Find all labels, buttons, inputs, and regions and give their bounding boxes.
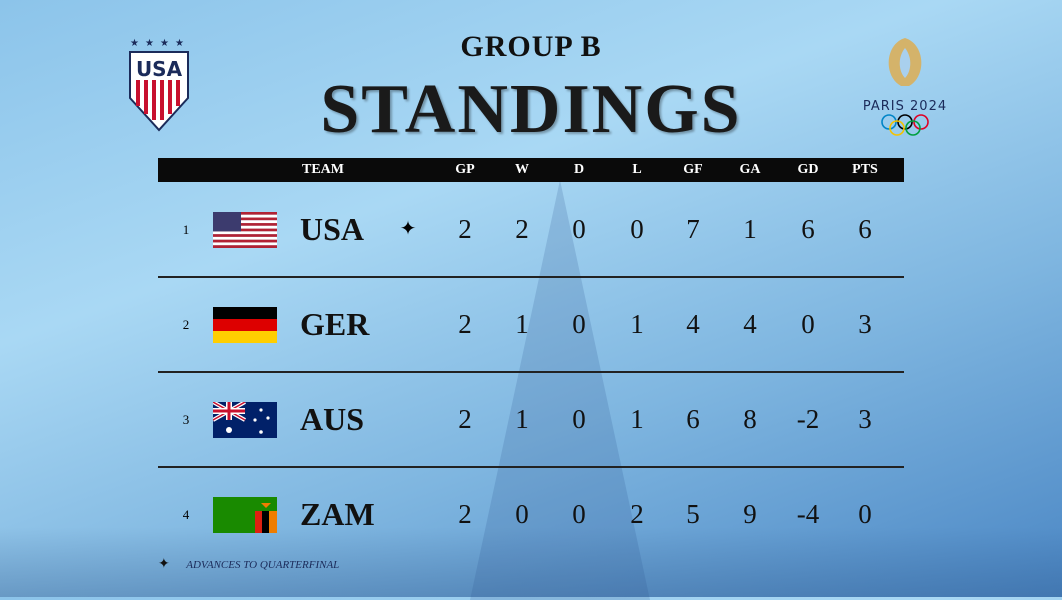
col-d: D [573, 162, 585, 177]
col-gf: GF [683, 162, 703, 177]
team-name: AUS [300, 401, 365, 437]
col-gd: GD [797, 162, 819, 177]
advances-star-icon: ✦ [399, 218, 417, 240]
cell-gd: -4 [796, 499, 820, 529]
cell-l: 1 [630, 309, 644, 339]
cell-gp: 2 [458, 214, 472, 244]
cell-pts: 0 [858, 499, 872, 529]
cell-w: 1 [515, 309, 529, 339]
svg-text:★: ★ [145, 38, 154, 49]
cell-d: 0 [572, 309, 586, 339]
cell-w: 0 [515, 499, 529, 529]
cell-l: 2 [630, 499, 644, 529]
team-name: USA [300, 211, 365, 247]
cell-d: 0 [572, 404, 586, 434]
cell-w: 1 [515, 404, 529, 434]
table-row: 1 USA ✦ 2 2 0 0 7 1 6 6 [158, 182, 904, 277]
team-name: ZAM [300, 496, 375, 532]
cell-gf: 4 [686, 309, 700, 339]
table-row: 4 ZAM 2 0 0 2 5 9 -4 0 [158, 467, 904, 562]
rank: 3 [182, 412, 190, 427]
cell-gd: 6 [801, 214, 815, 244]
rank: 2 [182, 317, 190, 332]
legend: ✦ ADVANCES TO QUARTERFINAL [158, 556, 339, 573]
eiffel-tower-background [470, 180, 650, 600]
col-gp: GP [455, 162, 475, 177]
cell-gp: 2 [458, 309, 472, 339]
table-row: 2 GER 2 1 0 1 4 4 0 3 [158, 277, 904, 372]
cell-w: 2 [515, 214, 529, 244]
usa-flag [213, 212, 277, 248]
col-team: TEAM [302, 162, 344, 177]
cell-pts: 6 [858, 214, 872, 244]
page-title: STANDINGS [320, 71, 742, 148]
rank: 4 [182, 507, 190, 522]
table-header: TEAM GP W D L GF GA GD PTS [158, 158, 904, 182]
col-l: L [632, 162, 642, 177]
cell-gp: 2 [458, 404, 472, 434]
cell-ga: 1 [743, 214, 757, 244]
rank: 1 [182, 222, 190, 237]
col-ga: GA [739, 162, 761, 177]
cell-gf: 5 [686, 499, 700, 529]
svg-text:★: ★ [130, 38, 139, 49]
row-divider [158, 276, 904, 278]
zambia-flag [213, 497, 277, 533]
cell-ga: 4 [743, 309, 757, 339]
paris-2024-text: PARIS 2024 [862, 99, 948, 114]
row-divider [158, 371, 904, 373]
row-divider [158, 466, 904, 468]
group-title: GROUP B [460, 30, 602, 63]
svg-text:★: ★ [160, 38, 169, 49]
cell-ga: 9 [743, 499, 757, 529]
paris-2024-logo: PARIS 2024 [855, 36, 955, 141]
cell-pts: 3 [858, 404, 872, 434]
cell-d: 0 [572, 499, 586, 529]
us-soccer-crest-logo: ★ ★ ★ ★ USA [129, 38, 189, 132]
olympic-rings-icon [881, 114, 929, 136]
table-row: 3 AUS 2 1 0 1 6 8 -2 3 [158, 372, 904, 467]
cell-gp: 2 [458, 499, 472, 529]
background-ground [0, 527, 1062, 597]
cell-gf: 7 [686, 214, 700, 244]
col-pts: PTS [852, 162, 878, 177]
cell-d: 0 [572, 214, 586, 244]
cell-ga: 8 [743, 404, 757, 434]
advances-star-icon: ✦ [158, 557, 170, 572]
cell-pts: 3 [858, 309, 872, 339]
australia-flag [212, 400, 277, 438]
germany-flag [213, 307, 277, 343]
cell-l: 0 [630, 214, 644, 244]
cell-gd: -2 [796, 404, 820, 434]
svg-text:USA: USA [136, 57, 183, 81]
col-w: W [515, 162, 529, 177]
cell-gf: 6 [686, 404, 700, 434]
team-name: GER [300, 306, 370, 342]
svg-text:★: ★ [175, 38, 184, 49]
cell-l: 1 [630, 404, 644, 434]
cell-gd: 0 [801, 309, 815, 339]
legend-text: ADVANCES TO QUARTERFINAL [186, 559, 340, 571]
